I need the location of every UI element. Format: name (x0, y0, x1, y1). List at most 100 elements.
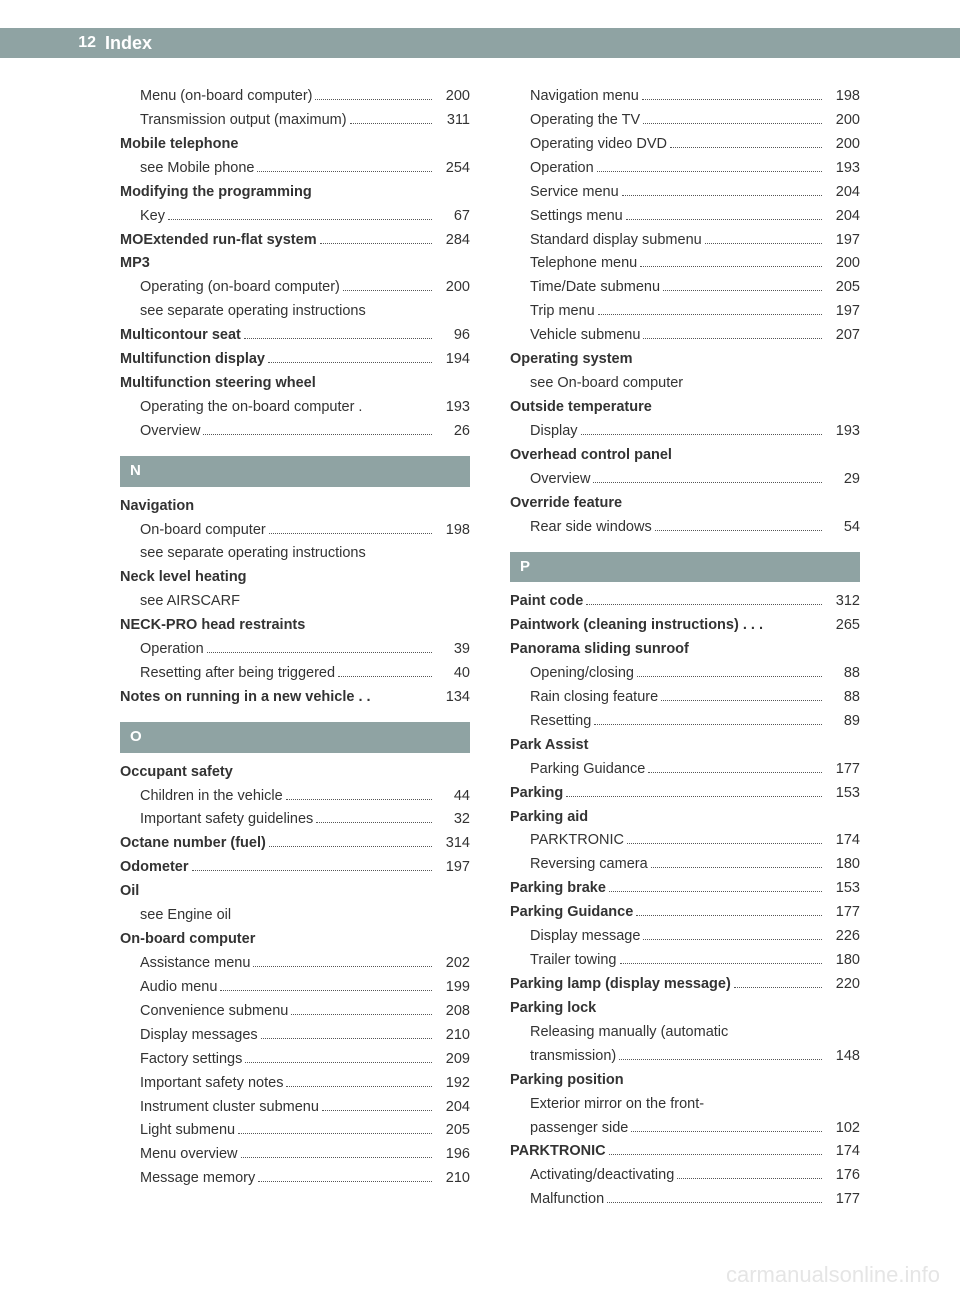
index-entry: Assistance menu202 (120, 952, 470, 976)
index-entry: see Mobile phone 254 (120, 157, 470, 181)
leader-dots (643, 939, 822, 940)
index-entry: Operating the on-board computer .193 (120, 396, 470, 420)
entry-label: Trip menu (530, 300, 595, 324)
index-entry: Malfunction177 (510, 1188, 860, 1212)
entry-label: Activating/deactivating (530, 1164, 674, 1188)
entry-page: 200 (435, 276, 470, 300)
index-entry: On-board computer (120, 928, 470, 952)
entry-page: 200 (435, 85, 470, 109)
entry-label: Display (530, 420, 578, 444)
index-entry: see On-board computer (510, 372, 860, 396)
index-entry: see separate operating instructions (120, 542, 470, 566)
leader-dots (594, 724, 822, 725)
leader-dots (257, 171, 432, 172)
entry-label: see Mobile phone (140, 157, 254, 181)
index-entry: PARKTRONIC174 (510, 1140, 860, 1164)
leader-dots (619, 1059, 822, 1060)
entry-page: 205 (435, 1119, 470, 1143)
index-entry: Navigation (120, 495, 470, 519)
leader-dots (192, 870, 433, 871)
entry-label: transmission) (530, 1045, 616, 1069)
leader-dots (203, 434, 432, 435)
index-entry: Convenience submenu208 (120, 1000, 470, 1024)
entry-label: Parking lock (510, 997, 596, 1021)
index-entry: Occupant safety (120, 761, 470, 785)
entry-page: 88 (825, 686, 860, 710)
entry-label: Notes on running in a new vehicle . . (120, 686, 371, 710)
entry-label: Factory settings (140, 1048, 242, 1072)
entry-label: Children in the vehicle (140, 785, 283, 809)
entry-label: MP3 (120, 252, 150, 276)
leader-dots (586, 604, 822, 605)
index-entry: Rear side windows54 (510, 516, 860, 540)
index-entry: Children in the vehicle44 (120, 785, 470, 809)
entry-page: 193 (435, 396, 470, 420)
leader-dots (636, 915, 822, 916)
entry-page: 177 (825, 758, 860, 782)
index-entry: Panorama sliding sunroof (510, 638, 860, 662)
leader-dots (677, 1178, 822, 1179)
entry-page: 220 (825, 973, 860, 997)
leader-dots (566, 796, 822, 797)
entry-page: 153 (825, 782, 860, 806)
entry-page: 177 (825, 901, 860, 925)
entry-label: Operating the TV (530, 109, 640, 133)
entry-label: see separate operating instructions (140, 300, 366, 324)
entry-label: Neck level heating (120, 566, 247, 590)
entry-label: Audio menu (140, 976, 217, 1000)
page-number: 12 (56, 28, 101, 58)
index-entry: Resetting89 (510, 710, 860, 734)
entry-label: On-board computer (140, 519, 266, 543)
entry-label: Operating (on-board computer) (140, 276, 340, 300)
index-entry: Key67 (120, 205, 470, 229)
leader-dots (261, 1038, 432, 1039)
entry-page: 176 (825, 1164, 860, 1188)
leader-dots (343, 290, 432, 291)
index-entry: Outside temperature (510, 396, 860, 420)
leader-dots (622, 195, 822, 196)
index-entry: Reversing camera180 (510, 853, 860, 877)
index-entry: Operation39 (120, 638, 470, 662)
entry-page: 204 (825, 205, 860, 229)
leader-dots (643, 338, 822, 339)
entry-page: 311 (435, 109, 470, 133)
leader-dots (244, 338, 432, 339)
entry-page: 193 (825, 157, 860, 181)
index-entry: Parking brake153 (510, 877, 860, 901)
index-entry: Overview26 (120, 420, 470, 444)
index-entry: Important safety notes192 (120, 1072, 470, 1096)
entry-label: Parking Guidance (530, 758, 645, 782)
index-entry: see Engine oil (120, 904, 470, 928)
index-entry: Settings menu204 (510, 205, 860, 229)
entry-page: 204 (435, 1096, 470, 1120)
entry-page: 148 (825, 1045, 860, 1069)
entry-page: 88 (825, 662, 860, 686)
entry-label: Trailer towing (530, 949, 617, 973)
index-entry: Operation 193 (510, 157, 860, 181)
index-entry: Standard display submenu197 (510, 229, 860, 253)
entry-page: 40 (435, 662, 470, 686)
leader-dots (627, 843, 822, 844)
entry-page: 254 (435, 157, 470, 181)
leader-dots (607, 1202, 822, 1203)
entry-page: 204 (825, 181, 860, 205)
index-entry: Light submenu205 (120, 1119, 470, 1143)
entry-page: 198 (825, 85, 860, 109)
entry-page: 200 (825, 109, 860, 133)
leader-dots (322, 1110, 432, 1111)
leader-dots (651, 867, 822, 868)
leader-dots (663, 290, 822, 291)
entry-label: Overview (140, 420, 200, 444)
right-column: Navigation menu198Operating the TV200Ope… (510, 85, 860, 1212)
leader-dots (593, 482, 822, 483)
entry-page: 153 (825, 877, 860, 901)
entry-label: Releasing manually (automatic (530, 1021, 728, 1045)
leader-dots (168, 219, 432, 220)
entry-page: 197 (825, 229, 860, 253)
entry-label: Navigation (120, 495, 194, 519)
leader-dots (609, 1154, 822, 1155)
leader-dots (238, 1133, 432, 1134)
entry-label: Operation (530, 157, 594, 181)
index-entry: Opening/closing88 (510, 662, 860, 686)
index-entry: Display message226 (510, 925, 860, 949)
